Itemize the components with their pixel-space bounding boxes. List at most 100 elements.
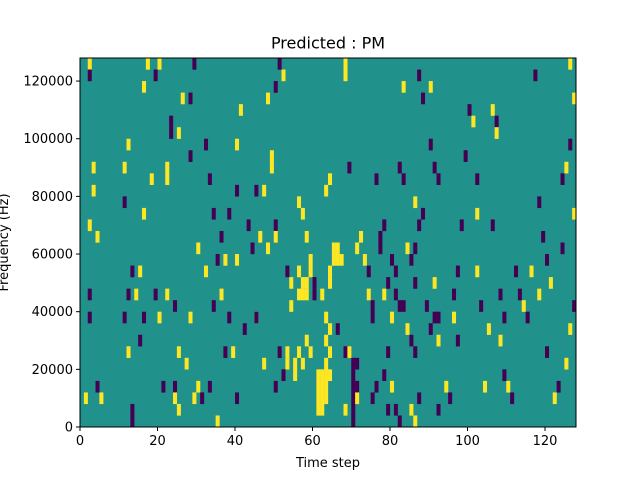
x-tick-label: 100 (455, 434, 480, 449)
cell-high (362, 254, 367, 266)
cell-low (87, 69, 92, 82)
cell-high (405, 242, 410, 255)
cell-low (285, 265, 290, 278)
cell-high (324, 311, 329, 324)
cell-high (235, 254, 240, 266)
cell-high (316, 392, 321, 405)
x-tick-label: 20 (149, 434, 166, 449)
cell-low (254, 184, 259, 197)
cell-high (483, 380, 488, 393)
cell-high (165, 288, 170, 301)
cell-high (188, 311, 193, 324)
cell-high (142, 81, 147, 93)
cell-low (169, 127, 174, 139)
cell-high (262, 357, 267, 370)
cell-high (328, 346, 333, 358)
cell-high (176, 127, 181, 139)
cell-low (490, 219, 495, 232)
cell-high (475, 207, 480, 220)
cell-high (413, 415, 418, 428)
cell-low (211, 300, 216, 312)
cell-high (320, 380, 325, 393)
cell-low (525, 311, 530, 324)
cell-high (564, 357, 569, 370)
cell-high (304, 277, 309, 289)
cell-high (521, 300, 526, 312)
cell-low (211, 207, 216, 220)
cell-low (207, 173, 212, 185)
cell-high (289, 277, 294, 289)
cell-low (421, 92, 426, 105)
cell-low (413, 277, 418, 289)
y-tick-label: 120000 (23, 75, 73, 90)
cell-low (541, 230, 546, 243)
cell-low (227, 311, 232, 324)
cell-low (494, 115, 499, 128)
x-tick-label: 40 (227, 434, 244, 449)
cell-low (502, 369, 507, 382)
cell-high (269, 161, 274, 174)
cell-low (417, 392, 422, 405)
cell-high (308, 265, 313, 278)
cell-high (359, 230, 364, 243)
cell-low (455, 265, 460, 278)
cell-low (424, 300, 429, 312)
cell-high (289, 300, 294, 312)
cell-low (432, 311, 437, 324)
cell-low (351, 369, 356, 382)
cell-high (157, 58, 162, 70)
cell-high (304, 334, 309, 347)
y-tick-label: 20000 (32, 363, 73, 378)
cell-low (413, 346, 418, 358)
cell-high (87, 58, 92, 70)
plot-frame (79, 57, 577, 428)
cell-high (324, 369, 329, 382)
cell-high (355, 392, 360, 405)
cell-low (130, 265, 135, 278)
cell-high (262, 184, 267, 197)
cell-high (568, 58, 573, 70)
cell-high (486, 323, 491, 335)
cell-high (83, 392, 88, 405)
cell-high (219, 288, 224, 301)
cell-low (95, 380, 100, 393)
cell-high (552, 392, 557, 405)
cell-low (355, 357, 360, 370)
cell-high (572, 92, 577, 105)
cell-high (165, 161, 170, 174)
cell-low (138, 334, 143, 347)
cell-high (316, 403, 321, 416)
cell-low (386, 346, 391, 358)
cell-low (401, 300, 406, 312)
cell-low (312, 288, 317, 301)
cell-high (343, 58, 348, 70)
cell-high (293, 357, 298, 370)
cell-low (370, 392, 375, 405)
cell-low (572, 300, 577, 312)
cell-high (328, 323, 333, 335)
cell-high (331, 254, 336, 266)
cell-high (215, 415, 220, 428)
plot-area (79, 57, 577, 428)
cell-high (409, 403, 414, 416)
cell-high (355, 242, 360, 255)
cell-low (409, 334, 414, 347)
y-tick-label: 80000 (32, 190, 73, 205)
x-tick-label: 0 (76, 434, 84, 449)
cell-high (165, 173, 170, 185)
cell-low (421, 207, 426, 220)
cell-low (173, 300, 178, 312)
cell-high (138, 265, 143, 278)
cell-high (258, 230, 263, 243)
cell-low (153, 69, 158, 82)
chart-title: Predicted : PM (271, 34, 385, 53)
cell-high (568, 323, 573, 335)
cell-low (250, 242, 255, 255)
cell-high (297, 196, 302, 209)
cell-low (351, 403, 356, 416)
cell-high (300, 207, 305, 220)
cell-low (417, 219, 422, 232)
x-tick-label: 60 (304, 434, 321, 449)
cell-high (490, 104, 495, 116)
cell-low (351, 415, 356, 428)
